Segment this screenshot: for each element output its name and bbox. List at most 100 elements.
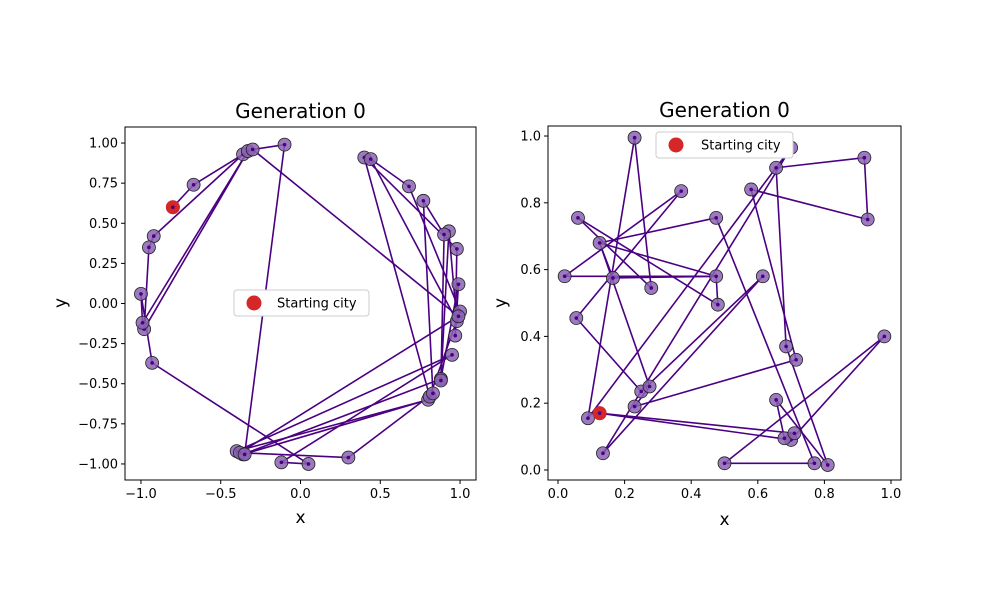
route-segment: [239, 451, 349, 459]
axes-frame: [547, 125, 902, 481]
tsp-plot-right: 0.0 0.2 0.4 0.6 0.8 1.0 0.0 0.2 0.4 0.6 0.8 1.0 Ge…: [491, 98, 902, 530]
city-point-center: [453, 333, 458, 338]
city-point-center: [191, 182, 196, 187]
route-segment: [141, 150, 249, 324]
x-tick-label: −0.5: [205, 487, 237, 502]
city-point-center: [151, 234, 156, 238]
city-point-center: [439, 378, 443, 383]
city-point-center: [574, 316, 579, 320]
x-tick-label: 0.6: [747, 487, 768, 502]
y-tick-label: 0.00: [89, 297, 118, 312]
city-point-center: [647, 384, 652, 389]
start-city-layer: [165, 200, 180, 215]
start-city-layer: [592, 406, 607, 421]
y-tick-label: 0.25: [89, 257, 118, 272]
route-segment: [236, 354, 453, 452]
city-point-center: [368, 157, 373, 161]
city-point-center: [455, 247, 459, 251]
route-segment: [775, 399, 829, 466]
route-segment: [239, 315, 459, 454]
city-point-center: [611, 276, 615, 280]
x-axis-label: x: [719, 510, 729, 530]
y-tick-label: −1.00: [78, 457, 118, 472]
city-point-center: [716, 302, 720, 307]
x-tick-label: 0.2: [614, 487, 635, 502]
route-segment: [575, 190, 682, 319]
route-segment: [785, 346, 829, 466]
route-lines: [564, 137, 885, 466]
city-point-center: [576, 216, 580, 220]
city-point-center: [865, 217, 870, 222]
route-segment: [599, 242, 717, 278]
city-markers: [134, 137, 467, 471]
city-point-center: [250, 147, 255, 152]
route-segment: [347, 392, 434, 459]
start-city-point-center: [171, 205, 175, 210]
city-point-center: [825, 463, 830, 467]
city-point-center: [601, 451, 605, 456]
route-segment: [790, 335, 885, 441]
city-point-center: [150, 361, 154, 365]
x-tick-label: 1.0: [450, 487, 471, 502]
city-markers: [557, 130, 892, 472]
city-point-center: [862, 155, 867, 160]
y-ticks: 0.0 0.2 0.4 0.6 0.8 1.0: [520, 130, 548, 478]
y-tick-label: −0.50: [78, 377, 118, 392]
x-tick-label: 1.0: [881, 487, 902, 502]
city-point-center: [679, 189, 684, 193]
city-point-center: [306, 462, 311, 466]
route-segment: [440, 234, 445, 381]
route-segment: [236, 399, 429, 452]
route-segment: [863, 157, 869, 220]
y-tick-label: 0.0: [520, 463, 541, 478]
city-point-center: [784, 344, 788, 349]
route-segment: [640, 275, 764, 393]
route-segment: [775, 167, 787, 347]
y-tick-label: 0.75: [89, 177, 118, 192]
city-point-center: [760, 274, 765, 279]
city-point-center: [714, 216, 718, 220]
city-point-center: [279, 460, 284, 465]
y-tick-label: −0.25: [78, 337, 118, 352]
y-tick-label: 0.50: [89, 217, 118, 232]
route-segment: [750, 189, 797, 360]
route-segment: [242, 378, 442, 456]
route-segment: [564, 190, 682, 277]
legend-marker: [668, 137, 684, 153]
city-point-center: [586, 416, 590, 421]
y-tick-label: 0.8: [520, 196, 541, 211]
start-city-point-center: [597, 411, 602, 416]
route-segment: [151, 362, 309, 465]
city-point-center: [649, 286, 654, 290]
route-segment: [587, 147, 792, 419]
route-segment: [715, 217, 816, 464]
legend-box: [655, 131, 794, 159]
x-tick-label: 0.4: [681, 487, 702, 502]
city-point-center: [450, 353, 454, 357]
route-segment: [598, 242, 651, 387]
city-point-center: [456, 314, 461, 319]
y-axis-label: y: [491, 298, 511, 308]
city-point-center: [421, 199, 426, 203]
city-point-center: [782, 436, 787, 441]
city-point-center: [882, 334, 887, 339]
route-segment: [252, 148, 459, 317]
city-point-center: [282, 142, 287, 147]
city-point-center: [714, 274, 718, 279]
city-point-center: [792, 431, 797, 436]
city-point-center: [456, 282, 461, 287]
city-point-center: [774, 165, 778, 170]
city-point-center: [431, 391, 435, 396]
city-point-center: [639, 389, 644, 394]
plot-title: Generation 0: [659, 98, 790, 122]
route-segment: [599, 217, 717, 244]
x-ticks: 0.0 0.2 0.4 0.6 0.8 1.0: [548, 480, 902, 502]
route-segment: [633, 137, 653, 289]
route-segment: [370, 158, 410, 188]
route-segment: [634, 359, 797, 408]
y-tick-label: −0.75: [78, 417, 118, 432]
route-segment: [575, 317, 642, 393]
x-tick-label: 0.5: [370, 487, 391, 502]
city-point-center: [139, 292, 143, 296]
route-segment: [448, 231, 458, 322]
